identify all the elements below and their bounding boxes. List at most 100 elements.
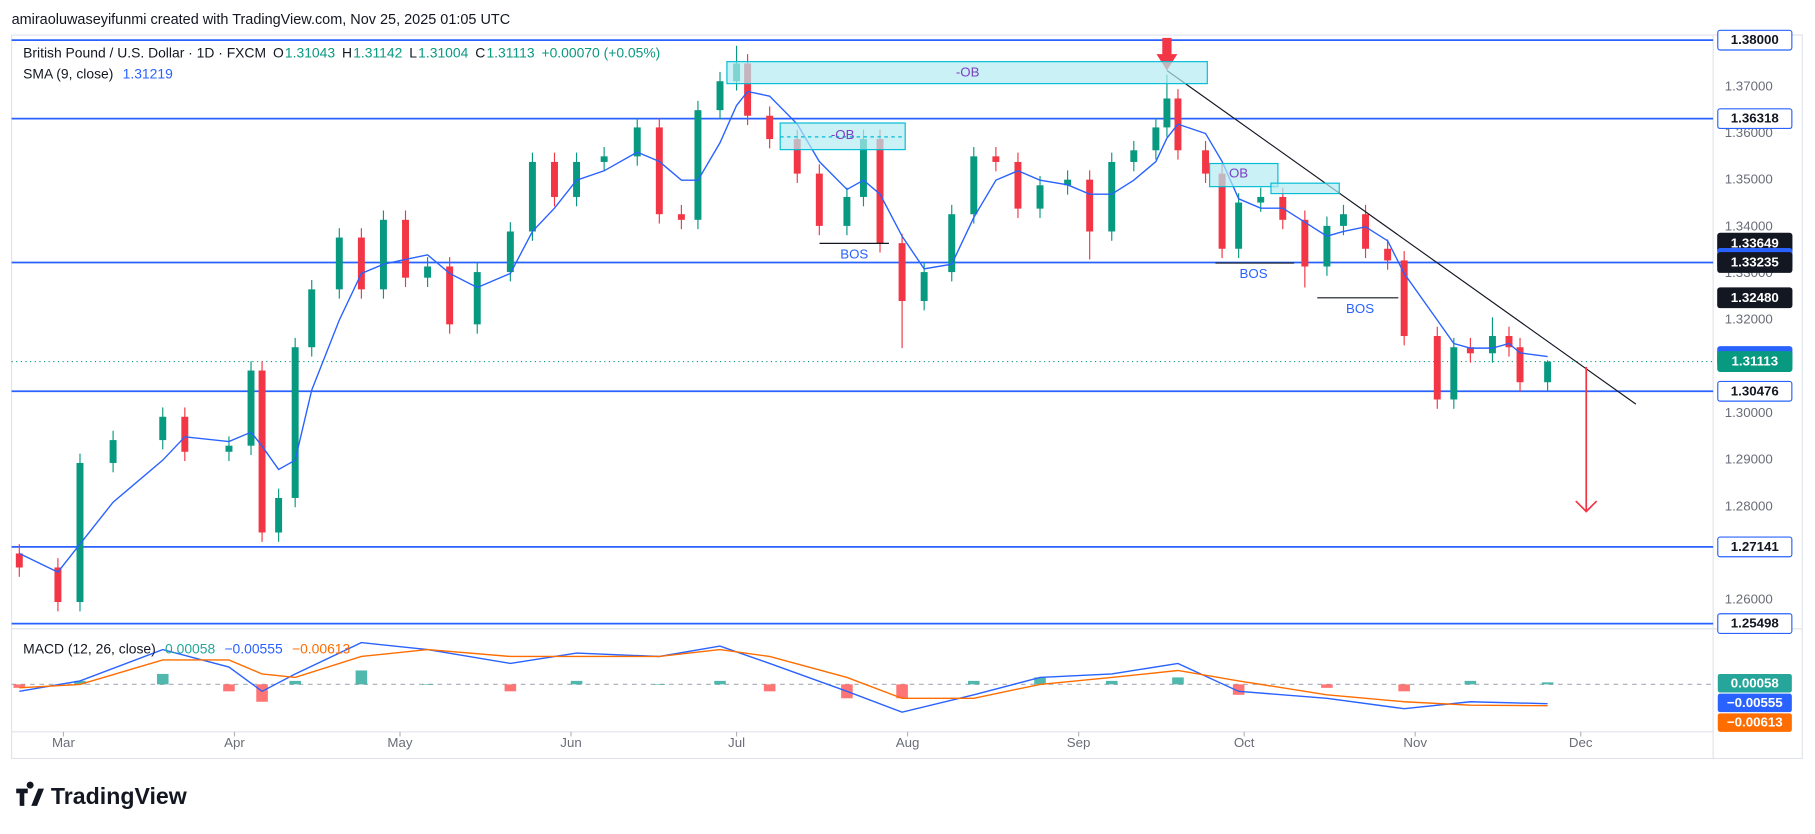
ob-box xyxy=(726,61,1208,85)
macd-histogram-bar xyxy=(896,684,908,699)
macd-histogram-bar xyxy=(1172,677,1184,685)
price-label: 1.38000 xyxy=(1731,32,1779,47)
candle-body xyxy=(247,370,255,446)
candle-body xyxy=(633,127,641,157)
y-tick-label: 1.30000 xyxy=(1725,405,1773,420)
candle-body xyxy=(992,156,1000,162)
candle-body xyxy=(357,237,365,290)
bos-label: BOS xyxy=(1240,266,1268,281)
candle-body xyxy=(308,289,316,348)
x-tick-label: Nov xyxy=(1403,735,1427,750)
candle-body xyxy=(1014,161,1022,209)
price-label-box xyxy=(1717,351,1793,372)
candle-body xyxy=(1450,347,1458,400)
candle-body xyxy=(473,272,481,325)
y-tick-label: 1.34000 xyxy=(1725,218,1773,233)
candle-body xyxy=(1257,196,1265,203)
candle-body xyxy=(815,173,823,226)
symbol-title: British Pound / U.S. Dollar · 1D · FXCM xyxy=(23,44,266,60)
x-tick-label: Aug xyxy=(896,735,920,750)
candle-body xyxy=(1086,179,1094,232)
ob-label: OB xyxy=(1229,165,1248,180)
candle-body xyxy=(1544,361,1552,383)
trendline xyxy=(1166,70,1637,405)
legend-key: C xyxy=(475,44,485,60)
macd-histogram-bar xyxy=(1541,682,1554,685)
macd-histogram-bar xyxy=(714,680,726,685)
macd-histogram-bar xyxy=(1105,680,1118,685)
price-label-box xyxy=(1717,108,1793,130)
candle-body xyxy=(275,497,283,533)
candle-body xyxy=(948,214,956,273)
price-label-box xyxy=(1717,252,1793,273)
legend-value: 1.31004 xyxy=(418,44,468,60)
candle-body xyxy=(1466,347,1474,354)
macd-histogram-bar xyxy=(1398,684,1410,692)
bos-label: BOS xyxy=(840,246,868,261)
candle-body xyxy=(159,416,167,441)
price-label: 1.33649 xyxy=(1731,235,1779,250)
macd-histogram-bar xyxy=(74,680,86,685)
macd-histogram-bar xyxy=(1034,677,1046,685)
candle-body xyxy=(1036,185,1044,209)
macd-histogram-bar xyxy=(289,680,301,685)
candle-body xyxy=(859,139,867,197)
price-label-box xyxy=(1717,29,1793,51)
x-tick-label: Mar xyxy=(52,735,75,750)
x-tick-label: Apr xyxy=(224,735,245,750)
x-tick-label: Sep xyxy=(1067,735,1091,750)
candle-body xyxy=(1505,336,1513,348)
x-tick-label: Jul xyxy=(728,735,745,750)
plot: -OB -OB OB BOS BOS BOS xyxy=(726,61,1399,316)
price-label: 1.30476 xyxy=(1731,383,1779,398)
macd-histogram-bar xyxy=(1464,680,1477,685)
candle-body xyxy=(1433,336,1441,400)
macd-histogram-bar xyxy=(13,684,26,688)
candle-body xyxy=(843,196,851,226)
macd-pane: 0.00058 −0.00555 −0.00613 xyxy=(11,641,1792,732)
axis-value-box xyxy=(1717,713,1792,732)
macd-hist-value: 0.00058 xyxy=(165,640,215,656)
y-tick-label: 1.37000 xyxy=(1725,78,1773,93)
candle-body xyxy=(506,231,514,273)
macd-histogram-bar xyxy=(968,680,980,685)
candle-body xyxy=(181,416,189,452)
ob-box xyxy=(1270,182,1340,195)
legend-value: 1.31113 xyxy=(486,44,534,60)
x-tick-label: Jun xyxy=(560,735,581,750)
macd-histogram-bar xyxy=(763,684,776,692)
price-label: 1.27141 xyxy=(1731,539,1780,554)
candle-body xyxy=(54,567,62,603)
legend-key: L xyxy=(409,44,417,60)
candle-body xyxy=(258,370,266,533)
macd-histogram-bar xyxy=(421,684,434,685)
price-label: 1.25498 xyxy=(1731,616,1779,631)
ob-box xyxy=(1209,162,1279,188)
axis-value-label: 0.00058 xyxy=(1731,675,1779,690)
candle-body xyxy=(528,161,536,232)
macd-histogram-bar xyxy=(1232,684,1245,695)
candle-body xyxy=(1152,127,1160,151)
candle-body xyxy=(744,63,752,116)
legend-key: O xyxy=(273,44,284,60)
y-tick-label: 1.32000 xyxy=(1725,312,1773,327)
candle-body xyxy=(1323,225,1331,267)
axis-value-label: −0.00613 xyxy=(1727,715,1783,730)
sma-name: SMA (9, close) xyxy=(23,65,113,81)
y-tick-label: 1.35000 xyxy=(1725,172,1773,187)
candle-body xyxy=(920,272,928,302)
macd-histogram-bar xyxy=(256,684,268,702)
candle-body xyxy=(1202,150,1210,174)
candle-body xyxy=(379,219,387,290)
projection-arrowhead xyxy=(1575,500,1598,513)
macd-histogram-bar xyxy=(653,684,666,685)
candle-body xyxy=(1064,179,1072,186)
legend-value: 1.31043 xyxy=(285,44,335,60)
price-label-box xyxy=(1717,287,1793,309)
y-tick-label: 1.26000 xyxy=(1725,592,1773,607)
ob-label: -OB xyxy=(831,127,855,142)
price-label-box xyxy=(1717,380,1793,402)
candle-body xyxy=(1163,98,1171,128)
